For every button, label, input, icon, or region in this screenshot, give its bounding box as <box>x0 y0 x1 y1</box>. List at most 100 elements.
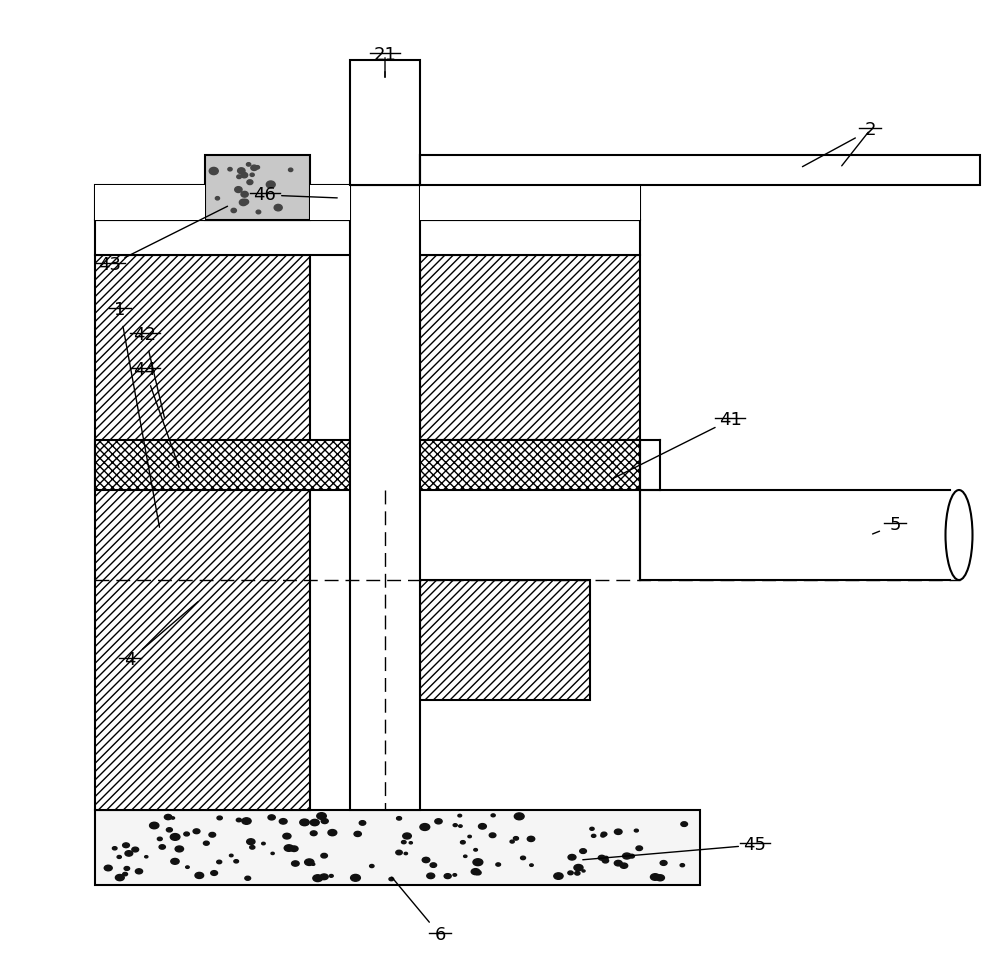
Ellipse shape <box>135 869 143 874</box>
Ellipse shape <box>473 858 483 865</box>
Bar <box>95 255 310 810</box>
Ellipse shape <box>575 871 580 875</box>
Ellipse shape <box>145 856 148 858</box>
Bar <box>95 440 640 490</box>
Text: 46: 46 <box>254 186 276 204</box>
Ellipse shape <box>453 824 457 826</box>
Ellipse shape <box>215 197 220 200</box>
Ellipse shape <box>171 858 179 864</box>
Text: 43: 43 <box>98 256 122 274</box>
Bar <box>420 155 980 185</box>
Bar <box>420 255 640 440</box>
Text: 5: 5 <box>889 516 901 534</box>
Ellipse shape <box>250 173 254 176</box>
Ellipse shape <box>420 823 430 830</box>
Ellipse shape <box>435 818 442 824</box>
Ellipse shape <box>184 832 189 836</box>
Ellipse shape <box>404 853 407 855</box>
Ellipse shape <box>530 864 533 866</box>
Ellipse shape <box>510 840 514 843</box>
Text: 4: 4 <box>124 651 136 669</box>
Bar <box>95 220 640 255</box>
Ellipse shape <box>574 864 583 871</box>
Text: 21: 21 <box>374 46 396 64</box>
Text: 1: 1 <box>114 301 126 319</box>
Ellipse shape <box>292 860 299 866</box>
Ellipse shape <box>104 865 112 871</box>
Ellipse shape <box>321 854 327 858</box>
Ellipse shape <box>235 186 242 192</box>
Ellipse shape <box>274 205 282 211</box>
Ellipse shape <box>601 832 607 836</box>
Ellipse shape <box>195 872 204 878</box>
Ellipse shape <box>681 822 687 826</box>
Ellipse shape <box>620 863 628 868</box>
Ellipse shape <box>279 818 287 824</box>
Bar <box>350 60 420 185</box>
Ellipse shape <box>634 829 638 832</box>
Ellipse shape <box>389 877 394 881</box>
Bar <box>95 810 700 885</box>
Ellipse shape <box>614 829 622 834</box>
Ellipse shape <box>568 855 576 860</box>
Ellipse shape <box>650 874 660 880</box>
Text: 42: 42 <box>134 326 156 344</box>
Ellipse shape <box>396 851 402 855</box>
Ellipse shape <box>427 873 435 879</box>
Ellipse shape <box>284 845 294 852</box>
Ellipse shape <box>289 169 293 171</box>
Ellipse shape <box>514 813 524 819</box>
Ellipse shape <box>403 833 411 839</box>
Ellipse shape <box>614 860 622 866</box>
Ellipse shape <box>115 874 124 881</box>
Bar <box>95 185 640 220</box>
Ellipse shape <box>132 847 139 852</box>
Ellipse shape <box>217 860 222 863</box>
Ellipse shape <box>329 874 333 877</box>
Bar <box>420 580 590 700</box>
Ellipse shape <box>568 871 573 875</box>
Ellipse shape <box>527 836 535 842</box>
Ellipse shape <box>112 847 117 850</box>
Ellipse shape <box>521 857 526 859</box>
Ellipse shape <box>203 841 209 845</box>
Ellipse shape <box>351 874 360 881</box>
Ellipse shape <box>305 858 314 865</box>
Ellipse shape <box>255 166 260 169</box>
Ellipse shape <box>453 873 457 876</box>
Ellipse shape <box>123 843 129 848</box>
Ellipse shape <box>150 822 159 829</box>
Ellipse shape <box>228 168 232 171</box>
Ellipse shape <box>554 873 563 879</box>
Ellipse shape <box>164 814 172 819</box>
Ellipse shape <box>237 174 241 178</box>
Ellipse shape <box>300 819 309 826</box>
Ellipse shape <box>464 856 467 858</box>
Ellipse shape <box>266 181 275 188</box>
Ellipse shape <box>604 857 608 859</box>
Ellipse shape <box>598 856 605 860</box>
Ellipse shape <box>268 814 275 820</box>
Ellipse shape <box>271 853 274 855</box>
Ellipse shape <box>241 191 248 197</box>
Text: 6: 6 <box>434 926 446 944</box>
Ellipse shape <box>246 163 251 166</box>
Ellipse shape <box>656 875 664 881</box>
Text: 44: 44 <box>134 361 156 379</box>
Ellipse shape <box>317 812 326 819</box>
Ellipse shape <box>247 179 253 184</box>
Ellipse shape <box>430 862 437 867</box>
Ellipse shape <box>234 859 239 863</box>
Ellipse shape <box>582 870 585 872</box>
Ellipse shape <box>241 172 248 177</box>
Ellipse shape <box>193 829 200 834</box>
Ellipse shape <box>321 818 328 823</box>
Ellipse shape <box>474 849 477 851</box>
Ellipse shape <box>590 827 594 830</box>
Ellipse shape <box>250 846 255 849</box>
Ellipse shape <box>471 868 480 875</box>
Ellipse shape <box>124 866 130 870</box>
Ellipse shape <box>211 870 218 875</box>
Ellipse shape <box>479 823 486 829</box>
Ellipse shape <box>186 866 189 868</box>
